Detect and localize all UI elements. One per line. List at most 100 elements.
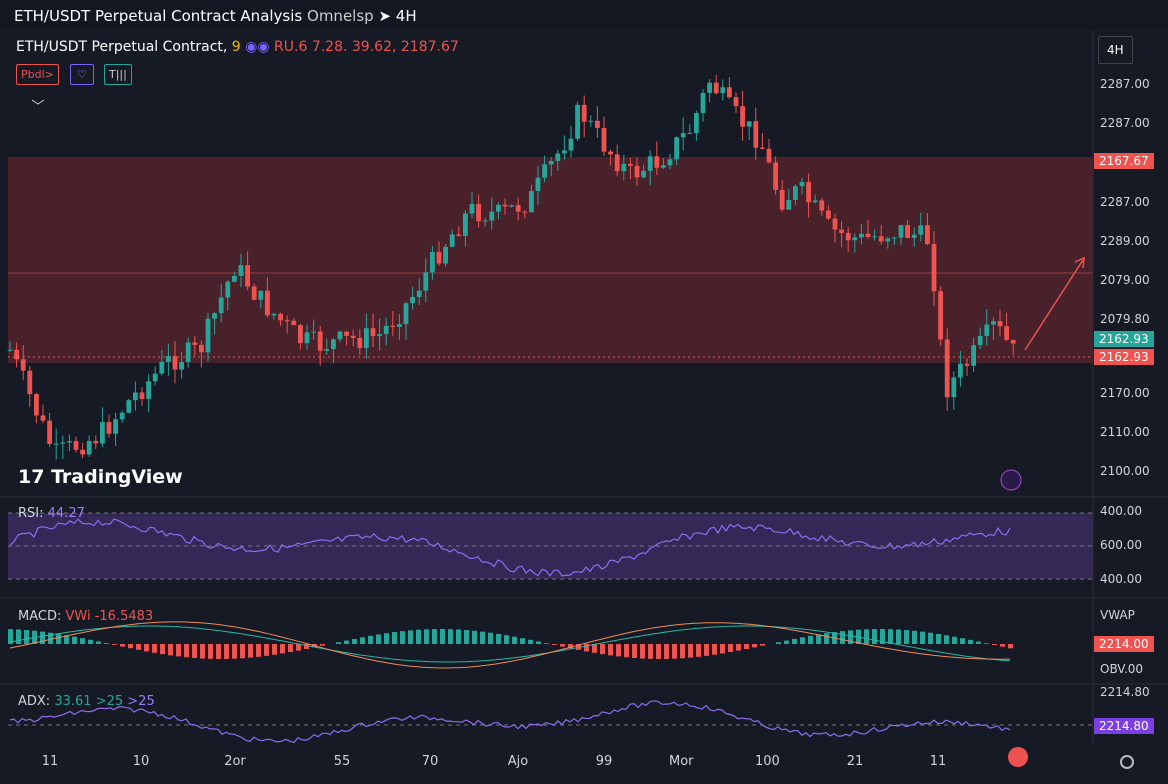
value: 44.27	[47, 506, 85, 521]
price-label: 2170.00	[1100, 386, 1150, 400]
settings-icon[interactable]	[1120, 755, 1134, 769]
candle-body	[291, 320, 297, 326]
event-icon[interactable]	[1008, 747, 1028, 767]
candle-body	[205, 318, 211, 353]
candle-body	[20, 359, 26, 371]
resistance-zone	[8, 157, 1093, 363]
candle-body	[667, 159, 673, 166]
candle-body	[185, 342, 191, 363]
time-label: 11	[41, 754, 59, 769]
candle-body	[746, 121, 752, 127]
macd-histogram	[920, 631, 925, 644]
macd-histogram	[240, 644, 245, 659]
candle-body	[245, 265, 250, 287]
candle-body	[106, 422, 112, 434]
macd-histogram	[472, 630, 477, 644]
timeframe-button[interactable]: 4H	[1098, 36, 1133, 64]
trend-arrow	[1024, 259, 1084, 351]
candle-body	[403, 303, 409, 325]
macd-histogram	[432, 629, 437, 644]
macd-histogram	[208, 644, 213, 659]
macd-histogram	[128, 644, 133, 649]
candle-body	[436, 251, 442, 264]
candle-body	[647, 156, 653, 171]
candle-body	[727, 87, 732, 98]
candle-body	[238, 265, 244, 276]
macd-histogram	[656, 644, 661, 659]
toolbar-button[interactable]: ♡	[70, 64, 94, 85]
candle-body	[575, 104, 580, 139]
macd-histogram	[616, 644, 621, 657]
toolbar-button[interactable]: Pbdl>	[16, 64, 59, 85]
price-label: 2079.80	[1100, 312, 1150, 326]
candle-body	[944, 339, 950, 398]
candle-body	[760, 147, 765, 149]
candle-body	[496, 204, 501, 212]
macd-histogram	[520, 638, 525, 644]
candle-body	[614, 154, 620, 172]
macd-histogram	[1008, 644, 1013, 649]
macd-histogram	[544, 643, 549, 644]
macd-histogram	[936, 633, 941, 644]
macd-histogram	[640, 644, 645, 659]
candle-body	[766, 148, 772, 163]
macd-histogram	[680, 644, 685, 659]
macd-histogram	[456, 629, 461, 644]
macd-histogram	[512, 636, 517, 644]
macd-histogram	[448, 629, 453, 644]
candle-body	[608, 151, 613, 155]
timeframe: 4H	[395, 7, 417, 25]
candle-body	[581, 104, 587, 122]
candle-body	[298, 325, 303, 344]
macd-histogram	[728, 644, 733, 653]
time-label: 55	[333, 754, 351, 769]
watermark-text: TradingView	[51, 466, 183, 488]
macd-histogram	[584, 644, 589, 652]
macd-histogram	[264, 644, 269, 656]
macd-histogram	[104, 643, 109, 644]
macd-histogram	[304, 644, 309, 650]
candle-body	[621, 163, 627, 172]
macd-histogram	[776, 642, 781, 644]
macd-histogram	[248, 644, 253, 658]
candle-body	[166, 356, 171, 362]
candle-body	[146, 381, 151, 399]
candle-body	[641, 170, 646, 178]
time-label: 11	[929, 754, 947, 769]
candle-body	[1004, 326, 1009, 340]
macd-histogram	[720, 644, 725, 654]
macd-histogram	[736, 644, 741, 651]
macd-histogram	[24, 630, 29, 644]
candle-body	[430, 251, 435, 273]
macd-histogram	[376, 634, 381, 644]
candle-body	[529, 191, 534, 213]
macd-histogram	[360, 637, 365, 644]
price-label: 2079.00	[1100, 273, 1150, 287]
label: ADX:	[18, 694, 51, 709]
signal-line	[9, 621, 1010, 669]
candle-body	[133, 392, 138, 401]
time-label: 100	[755, 754, 780, 769]
macd-histogram	[992, 644, 997, 645]
candle-body	[212, 313, 217, 319]
macd-histogram	[712, 644, 717, 655]
time-label: Ajo	[507, 754, 529, 769]
label: MACD:	[18, 609, 62, 624]
macd-histogram	[152, 644, 157, 653]
title: ETH/USDT Perpetual Contract Analysis	[14, 7, 303, 25]
candle-body	[34, 394, 39, 416]
candle-body	[515, 205, 521, 212]
event-icon[interactable]	[1000, 469, 1022, 491]
macd-histogram	[536, 641, 541, 644]
macd-histogram	[912, 630, 917, 644]
toolbar-button[interactable]: T|||	[104, 64, 132, 85]
candle-body	[595, 120, 600, 128]
macd-histogram	[64, 635, 69, 644]
candle-body	[733, 97, 739, 107]
macd-histogram	[408, 630, 413, 644]
watermark: 17 TradingView	[18, 466, 183, 488]
macd-histogram	[480, 631, 485, 644]
candle-body	[971, 345, 976, 366]
collapse-icon[interactable]	[31, 99, 45, 105]
macd-histogram	[16, 629, 21, 644]
